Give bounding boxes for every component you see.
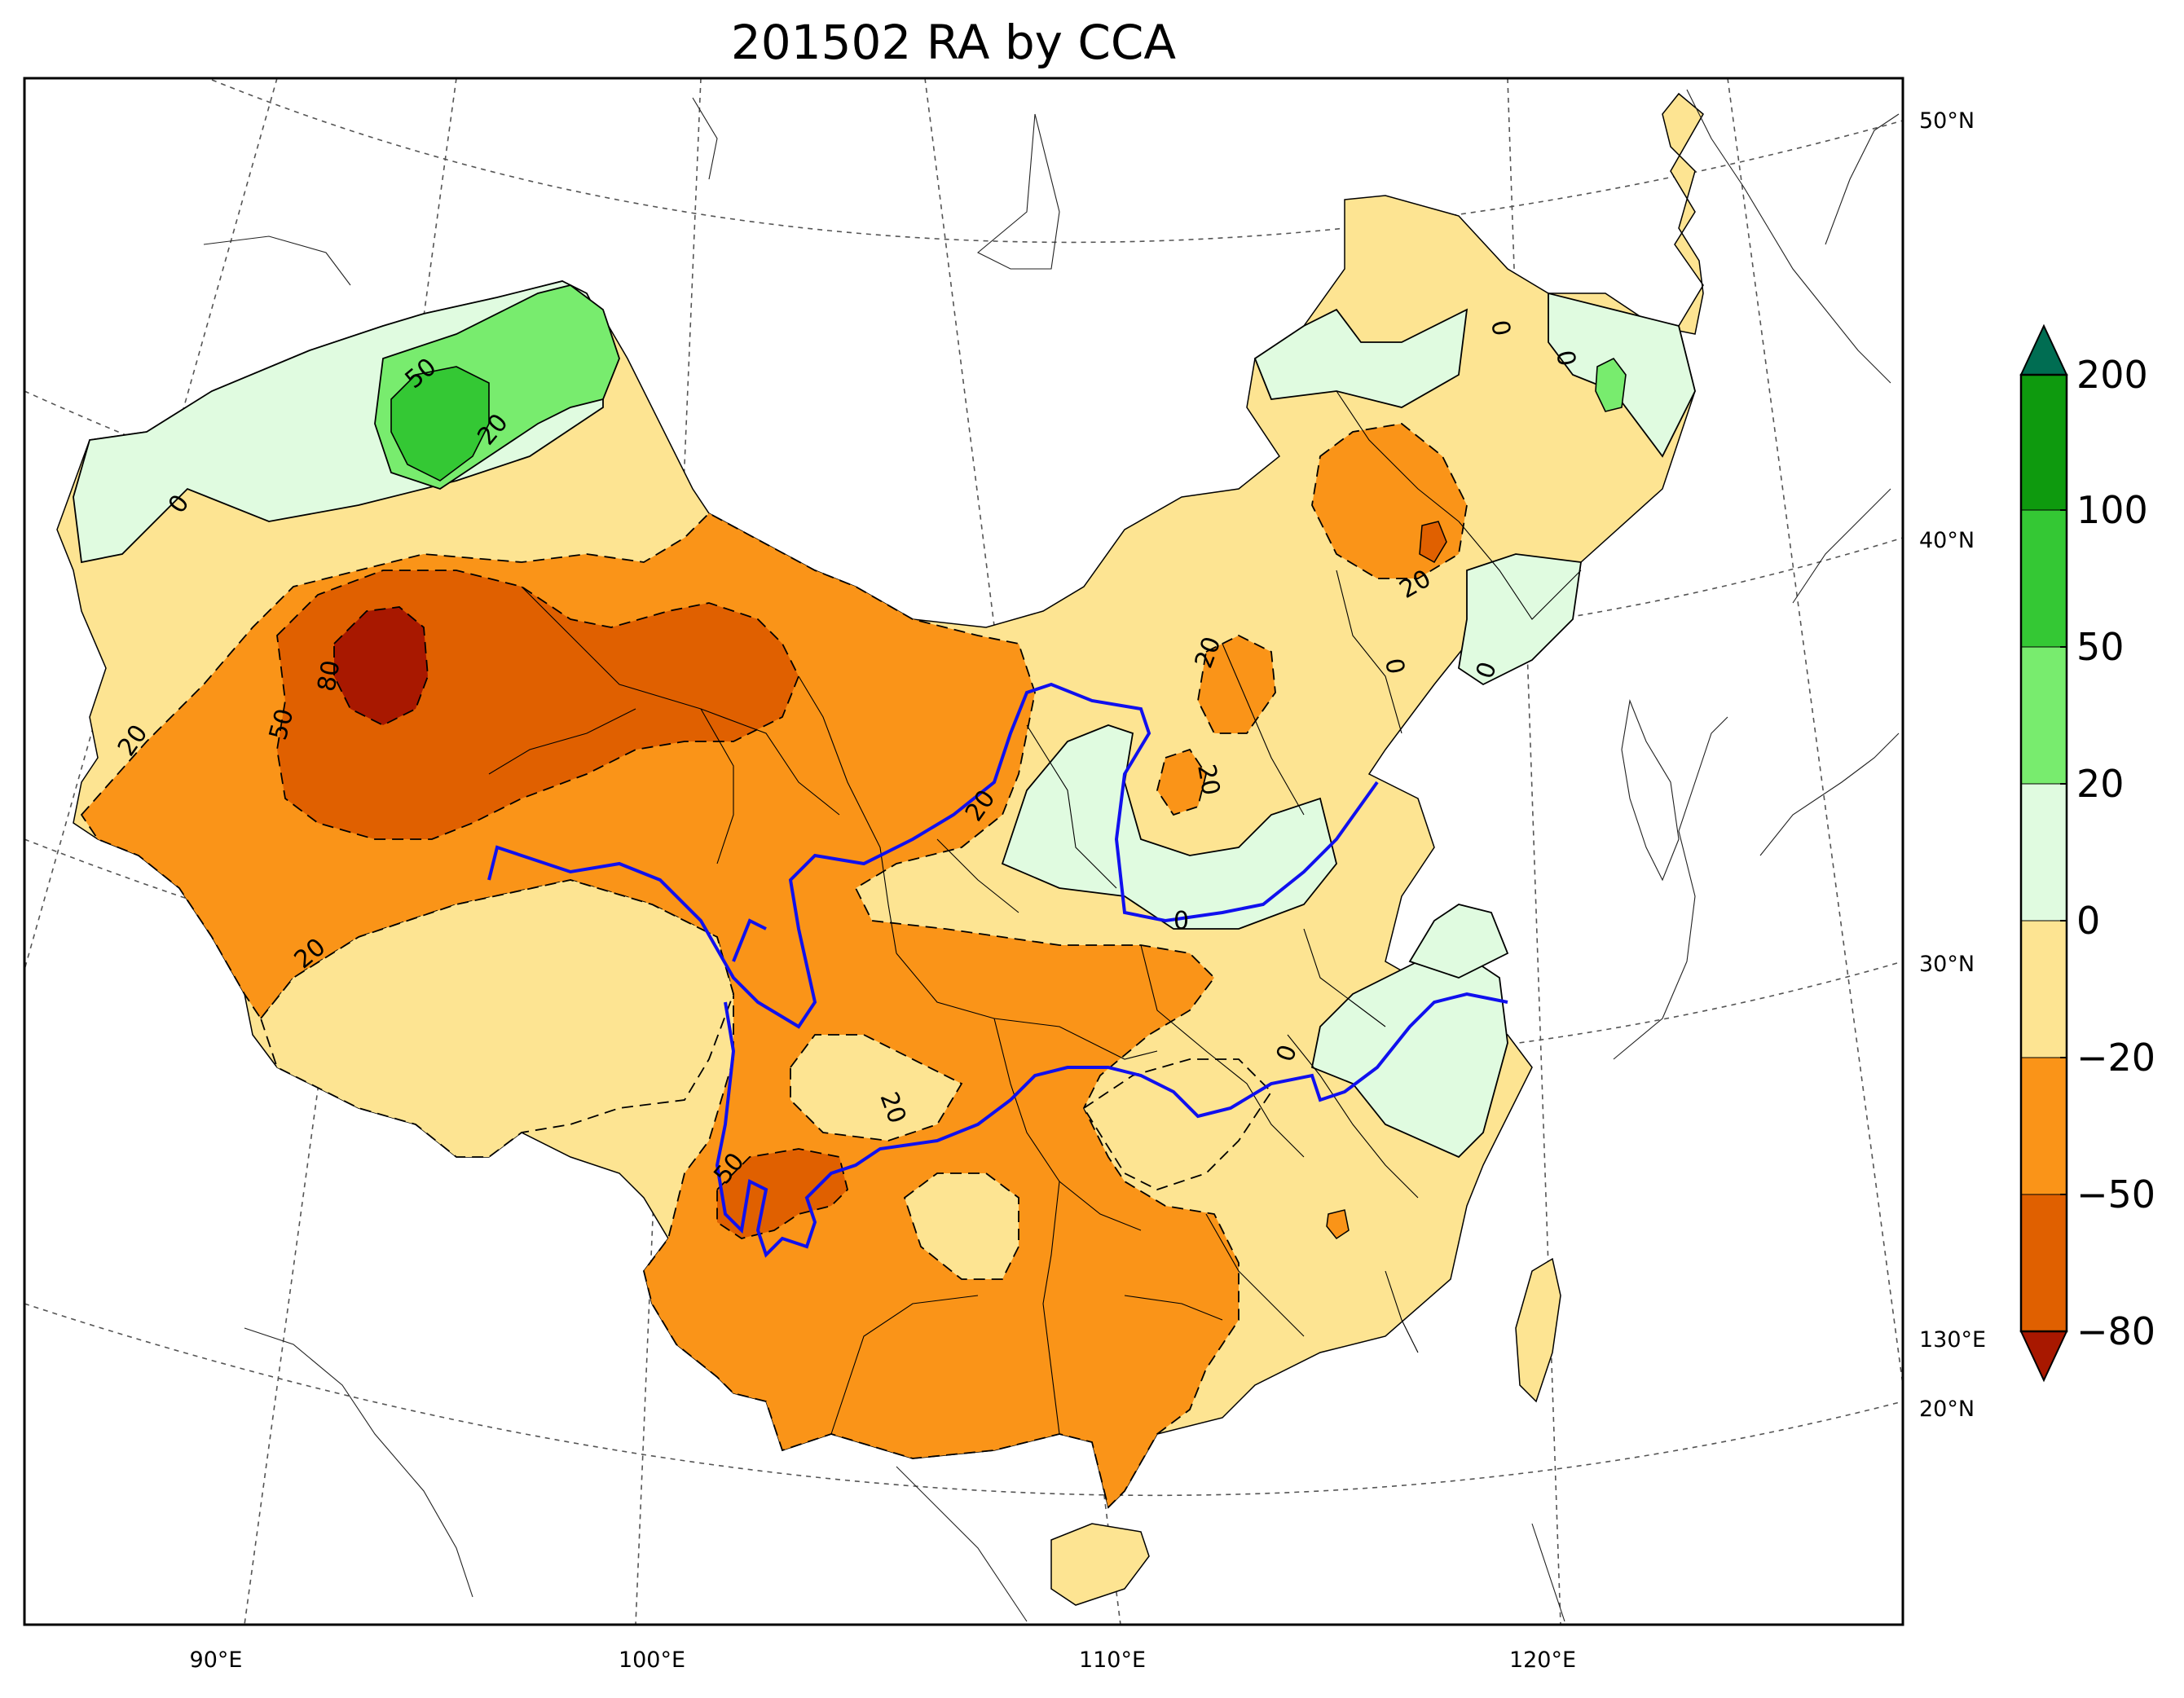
colorbar-label: 20	[2076, 762, 2125, 806]
lat-label-40: 40°N	[1919, 528, 1975, 553]
contour-label: 0	[1173, 907, 1189, 935]
colorbar-label: 100	[2076, 488, 2148, 532]
colorbar-bin-50-100	[2020, 509, 2067, 648]
map-frame	[23, 77, 1904, 1626]
colorbar-label: −80	[2076, 1309, 2155, 1353]
contour-label: 80	[312, 658, 346, 694]
anomaly-m20-m50-shaanxi	[1156, 748, 1207, 816]
colorbar-label: −20	[2076, 1036, 2155, 1080]
anomaly-hole-hunan	[1082, 1058, 1273, 1190]
anomaly-m20-m50-jiangxi	[1326, 1209, 1350, 1240]
lon-label-90: 90°E	[190, 1647, 243, 1673]
anomaly-m50-m80-hebei	[1419, 521, 1447, 564]
lon-label-110: 110°E	[1079, 1647, 1146, 1673]
lon-label-120: 120°E	[1509, 1647, 1576, 1673]
colorbar-outline	[2019, 373, 2068, 1333]
anomaly-hole-sichuan	[790, 1034, 963, 1142]
colorbar-label: 0	[2076, 899, 2100, 943]
colorbar-bin-100-200	[2020, 374, 2067, 511]
colorbar-bin-0-20	[2020, 783, 2067, 922]
map-title: 201502 RA by CCA	[730, 15, 1177, 70]
colorbar-label: −50	[2076, 1172, 2155, 1216]
lon-line-90	[244, 78, 457, 1625]
anomaly-m50-m80-yunnan	[716, 1148, 848, 1239]
taiwan-island	[1515, 1257, 1561, 1403]
colorbar-bin-m80-m50	[2020, 1194, 2067, 1332]
lat-label-50: 50°N	[1919, 108, 1975, 134]
lon-label-130: 130°E	[1919, 1327, 1986, 1353]
lat-label-30: 30°N	[1919, 952, 1975, 977]
colorbar-bin-m20-0	[2020, 920, 2067, 1058]
lat-line-20	[24, 1303, 1903, 1497]
colorbar-extend-bottom	[2019, 1331, 2068, 1383]
contour-label: 20	[1191, 762, 1225, 798]
lat-label-20: 20°N	[1919, 1397, 1975, 1422]
anomaly-hole-guizhou	[903, 1172, 1019, 1280]
coastlines	[203, 89, 1900, 1622]
anomaly-20-50-ne	[1595, 357, 1627, 412]
anomaly-hole-west	[259, 879, 734, 1158]
colorbar-label: 50	[2076, 625, 2125, 669]
yellow-river	[487, 682, 1379, 1029]
anomaly-50-100	[390, 366, 490, 482]
yangtze-river	[715, 992, 1508, 1258]
colorbar-extend-top	[2019, 323, 2068, 376]
colorbar-label: 200	[2076, 353, 2148, 397]
anomaly-lt-m80	[333, 606, 429, 727]
colorbar: 200 100 50 20 0 −20 −50 −80	[2019, 323, 2155, 1383]
lon-label-100: 100°E	[619, 1647, 685, 1673]
colorbar-bin-m50-m20	[2020, 1057, 2067, 1195]
province-boundaries	[488, 390, 1582, 1435]
rivers	[487, 682, 1508, 1258]
hainan-island	[1050, 1523, 1150, 1606]
colorbar-ticks	[2060, 374, 2067, 1332]
colorbar-bin-20-50	[2020, 646, 2067, 785]
lon-line-130	[1727, 78, 1903, 1386]
anomaly-m20-m50-shanxi	[1197, 634, 1276, 734]
